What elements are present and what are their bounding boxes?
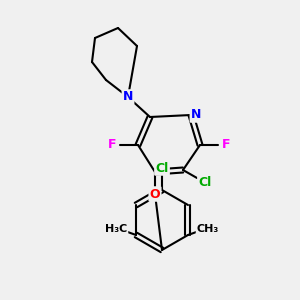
- Text: N: N: [123, 91, 133, 103]
- Text: CH₃: CH₃: [197, 224, 219, 234]
- Text: Cl: Cl: [155, 161, 169, 175]
- Text: H₃C: H₃C: [105, 224, 127, 234]
- Text: O: O: [150, 188, 160, 200]
- Text: Cl: Cl: [198, 176, 212, 188]
- Text: F: F: [222, 139, 230, 152]
- Text: F: F: [108, 139, 116, 152]
- Text: N: N: [191, 109, 201, 122]
